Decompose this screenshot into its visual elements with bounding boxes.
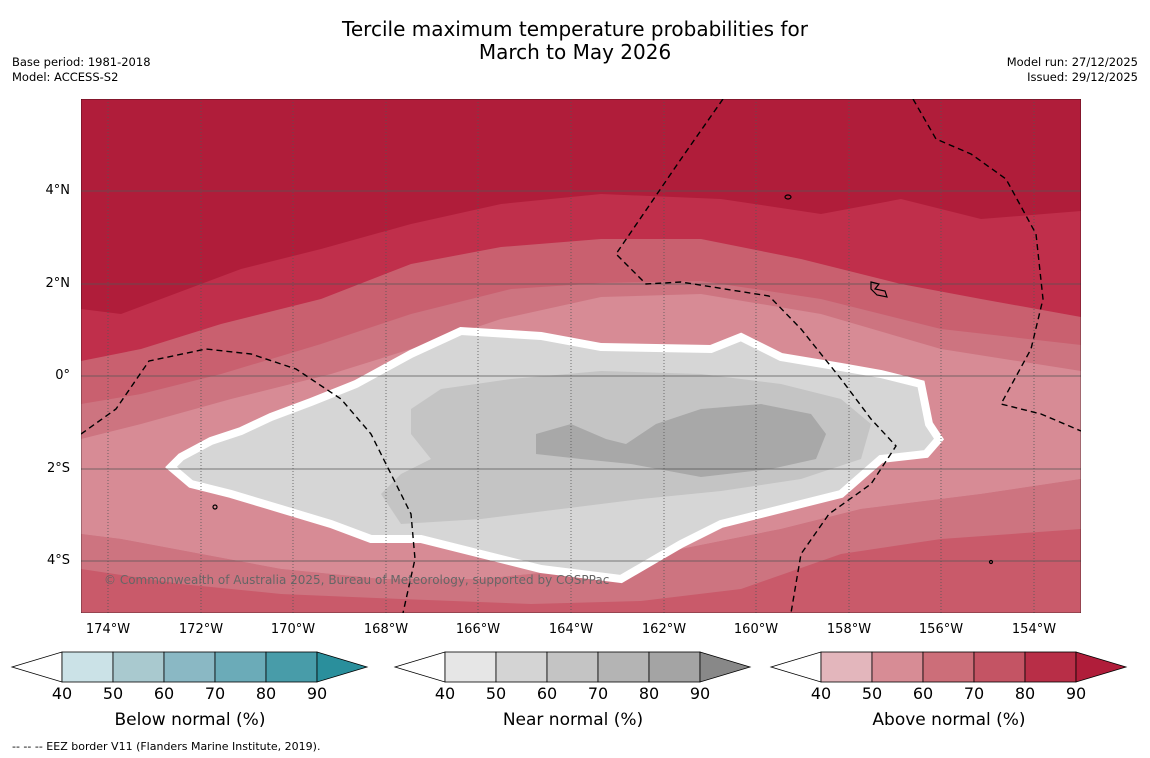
colorbar-tick: 70 — [587, 684, 609, 703]
colorbar-tick: 40 — [51, 684, 73, 703]
lat-label: 2°N — [45, 276, 71, 291]
colorbar-segment — [820, 651, 873, 683]
graticule — [81, 99, 1081, 613]
colorbar-segment — [597, 651, 650, 683]
island — [212, 504, 218, 510]
colorbar-tick: 60 — [153, 684, 175, 703]
colorbar-segment — [648, 651, 701, 683]
colorbar-high-arrow — [316, 651, 369, 683]
lon-label: 160°W — [733, 622, 779, 637]
colorbar-low-arrow — [393, 651, 446, 683]
eez-footnote: -- -- -- EEZ border V11 (Flanders Marine… — [12, 740, 321, 753]
lon-label: 166°W — [455, 622, 501, 637]
colorbar-tick: 80 — [638, 684, 660, 703]
title-line-1: Tercile maximum temperature probabilitie… — [342, 17, 808, 41]
colorbar-segment — [1024, 651, 1077, 683]
colorbar-segment — [546, 651, 599, 683]
colorbar-segment — [444, 651, 497, 683]
colorbar-tick: 90 — [689, 684, 711, 703]
colorbar-segment — [973, 651, 1026, 683]
colorbar-segment — [922, 651, 975, 683]
probability-map — [81, 99, 1081, 613]
colorbar-tick: 90 — [1065, 684, 1087, 703]
colorbar-tick: 60 — [536, 684, 558, 703]
lon-label: 172°W — [178, 622, 224, 637]
colorbar-label-above-normal: Above normal (%) — [872, 710, 1026, 730]
lon-label: 170°W — [270, 622, 316, 637]
colorbar-tick: 50 — [861, 684, 883, 703]
model-name: Model: ACCESS-S2 — [12, 70, 119, 84]
colorbar-tick: 40 — [810, 684, 832, 703]
colorbar-low-arrow — [10, 651, 63, 683]
lon-label: 168°W — [363, 622, 409, 637]
colorbar-segment — [112, 651, 165, 683]
eez-border-east — [912, 99, 1081, 432]
title-line-2: March to May 2026 — [478, 40, 672, 64]
lon-label: 158°W — [826, 622, 872, 637]
lon-label: 164°W — [548, 622, 594, 637]
colorbar-high-arrow — [1075, 651, 1128, 683]
lon-label: 162°W — [641, 622, 687, 637]
colorbar-label-below-normal: Below normal (%) — [114, 710, 266, 730]
chart-title: Tercile maximum temperature probabilitie… — [0, 18, 1150, 64]
lat-label: 2°S — [46, 461, 70, 476]
colorbar-above-normal — [769, 651, 1128, 683]
meta-left: Base period: 1981-2018 Model: ACCESS-S2 — [12, 55, 151, 85]
island — [988, 559, 994, 565]
lat-label: 4°S — [46, 553, 70, 568]
colorbar-below-normal — [10, 651, 369, 683]
colorbar-low-arrow — [769, 651, 822, 683]
colorbars — [10, 651, 1128, 683]
eez-borders — [81, 99, 1081, 613]
islands — [212, 194, 994, 565]
island — [870, 281, 888, 298]
copyright-notice: © Commonwealth of Australia 2025, Bureau… — [104, 573, 610, 587]
colorbar-segment — [61, 651, 114, 683]
base-period: Base period: 1981-2018 — [12, 55, 151, 69]
eez-border-central — [615, 99, 897, 613]
lon-label: 156°W — [918, 622, 964, 637]
lat-label: 4°N — [45, 183, 71, 198]
colorbar-tick: 80 — [1014, 684, 1036, 703]
eez-border-west — [81, 348, 416, 613]
lat-label: 0° — [55, 368, 70, 383]
colorbar-tick: 70 — [963, 684, 985, 703]
colorbar-segment — [163, 651, 216, 683]
island — [784, 194, 792, 200]
near-normal-60 — [536, 404, 826, 477]
model-run: Model run: 27/12/2025 — [1006, 55, 1138, 69]
colorbar-tick: 80 — [255, 684, 277, 703]
colorbar-tick: 50 — [485, 684, 507, 703]
colorbar-segment — [214, 651, 267, 683]
colorbar-segment — [495, 651, 548, 683]
colorbar-tick: 50 — [102, 684, 124, 703]
colorbar-tick: 90 — [306, 684, 328, 703]
issued-date: Issued: 29/12/2025 — [1027, 70, 1138, 84]
colorbar-near-normal — [393, 651, 752, 683]
colorbar-tick: 40 — [434, 684, 456, 703]
colorbar-tick: 70 — [204, 684, 226, 703]
contour-70-south — [81, 529, 1081, 613]
colorbar-tick: 60 — [912, 684, 934, 703]
colorbar-high-arrow — [699, 651, 752, 683]
lon-label: 174°W — [85, 622, 131, 637]
colorbar-segment — [871, 651, 924, 683]
colorbar-label-near-normal: Near normal (%) — [502, 710, 644, 730]
meta-right: Model run: 27/12/2025 Issued: 29/12/2025 — [1007, 55, 1138, 85]
lon-label: 154°W — [1011, 622, 1057, 637]
colorbar-segment — [265, 651, 318, 683]
